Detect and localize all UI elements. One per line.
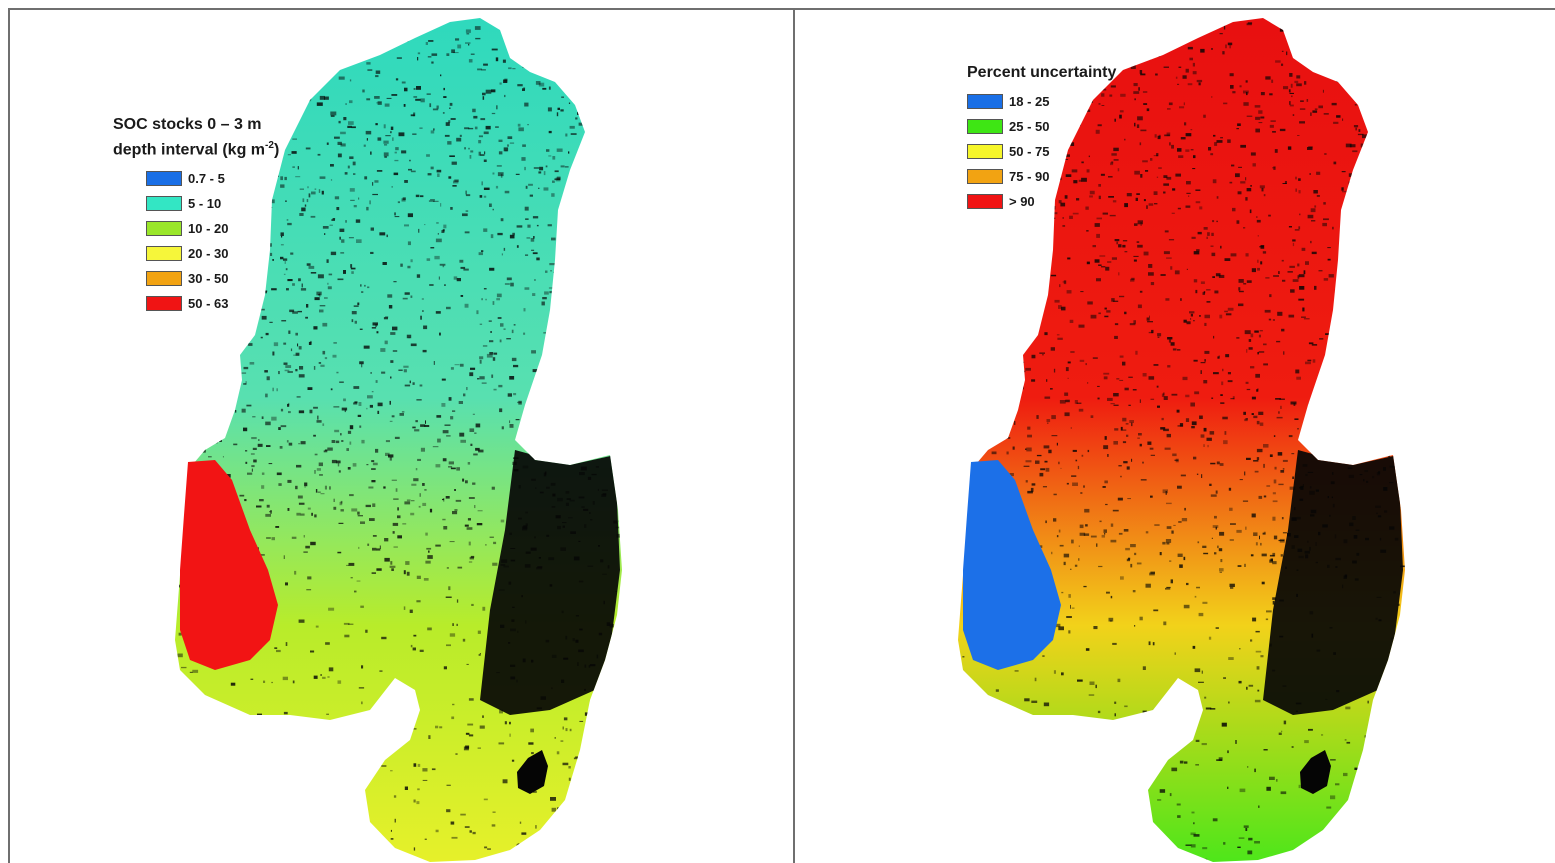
legend-label: 5 - 10	[188, 196, 222, 212]
legend-swatch	[146, 171, 182, 187]
legend-swatch	[146, 246, 182, 262]
legend-label: 50 - 75	[1009, 144, 1050, 159]
soc-legend-items: 0.7 - 5 5 - 10 10 - 20 20 - 30 30 - 50 50 - 6…	[146, 166, 279, 316]
legend-swatch	[967, 94, 1003, 109]
lake-feature	[1300, 750, 1331, 794]
legend-item: 18 - 25	[967, 89, 1116, 114]
legend-item: 10 - 20	[146, 216, 279, 241]
soc-legend-title-line1: SOC stocks 0 – 3 m	[113, 116, 262, 133]
legend-label: 10 - 20	[188, 221, 229, 237]
region-map	[958, 18, 1405, 862]
legend-item: 50 - 75	[967, 139, 1116, 164]
lake-feature	[517, 750, 548, 794]
legend-swatch	[967, 144, 1003, 159]
legend-item: > 90	[967, 189, 1116, 214]
uncertainty-map-panel: Percent uncertainty 18 - 25 25 - 50 50 - 7…	[793, 8, 1555, 863]
legend-label: 20 - 30	[188, 246, 229, 262]
legend-swatch	[146, 271, 182, 287]
legend-item: 20 - 30	[146, 241, 279, 266]
legend-swatch	[967, 119, 1003, 134]
legend-label: 18 - 25	[1009, 94, 1050, 109]
legend-item: 25 - 50	[967, 114, 1116, 139]
dark-zone	[1263, 450, 1403, 715]
legend-label: 25 - 50	[1009, 119, 1050, 134]
legend-swatch	[967, 194, 1003, 209]
uncertainty-legend-title: Percent uncertainty	[967, 64, 1117, 81]
western-zone	[180, 460, 278, 670]
uncertainty-map	[958, 18, 1405, 862]
uncertainty-legend-items: 18 - 25 25 - 50 50 - 75 75 - 90 > 90	[967, 89, 1116, 214]
uncertainty-legend: Percent uncertainty 18 - 25 25 - 50 50 - 7…	[967, 62, 1116, 214]
legend-swatch	[146, 196, 182, 212]
legend-label: 30 - 50	[188, 271, 229, 287]
legend-label: > 90	[1009, 194, 1035, 209]
legend-label: 75 - 90	[1009, 169, 1050, 184]
legend-item: 30 - 50	[146, 266, 279, 291]
legend-label: 50 - 63	[188, 296, 229, 312]
soc-stocks-map	[175, 18, 622, 862]
soc-stocks-map-panel: SOC stocks 0 – 3 m depth interval (kg m-…	[8, 8, 795, 863]
legend-swatch	[967, 169, 1003, 184]
soc-stocks-legend: SOC stocks 0 – 3 m depth interval (kg m-…	[113, 114, 279, 316]
legend-label: 0.7 - 5	[188, 171, 225, 187]
legend-swatch	[146, 296, 182, 312]
dark-zone	[480, 450, 620, 715]
legend-item: 0.7 - 5	[146, 166, 279, 191]
western-zone	[963, 460, 1061, 670]
legend-item: 75 - 90	[967, 164, 1116, 189]
soc-legend-title-line2: depth interval (kg m-2)	[113, 140, 280, 159]
legend-swatch	[146, 221, 182, 237]
legend-item: 5 - 10	[146, 191, 279, 216]
legend-item: 50 - 63	[146, 291, 279, 316]
